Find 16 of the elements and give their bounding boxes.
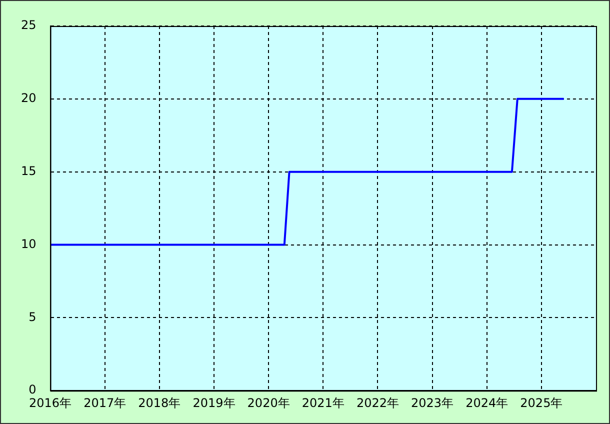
x-tick-label: 2021年 (302, 396, 344, 410)
x-tick-label: 2020年 (247, 396, 290, 410)
y-tick-label: 0 (28, 382, 36, 397)
x-tick-label: 2023年 (411, 396, 454, 410)
x-tick-label: 2024年 (466, 396, 508, 410)
y-tick-label: 15 (20, 164, 36, 178)
y-tick-label: 20 (20, 91, 36, 106)
x-tick-label: 2019年 (192, 396, 236, 410)
x-tick-label: 2025年 (520, 396, 563, 410)
x-tick-label: 2018年 (138, 396, 181, 410)
y-tick-label: 5 (28, 310, 36, 324)
x-tick-label: 2022年 (356, 396, 399, 410)
x-tick-label: 2016年 (28, 396, 72, 410)
y-tick-label: 25 (20, 18, 36, 32)
y-tick-label: 10 (20, 236, 36, 251)
x-tick-label: 2017年 (84, 396, 126, 410)
